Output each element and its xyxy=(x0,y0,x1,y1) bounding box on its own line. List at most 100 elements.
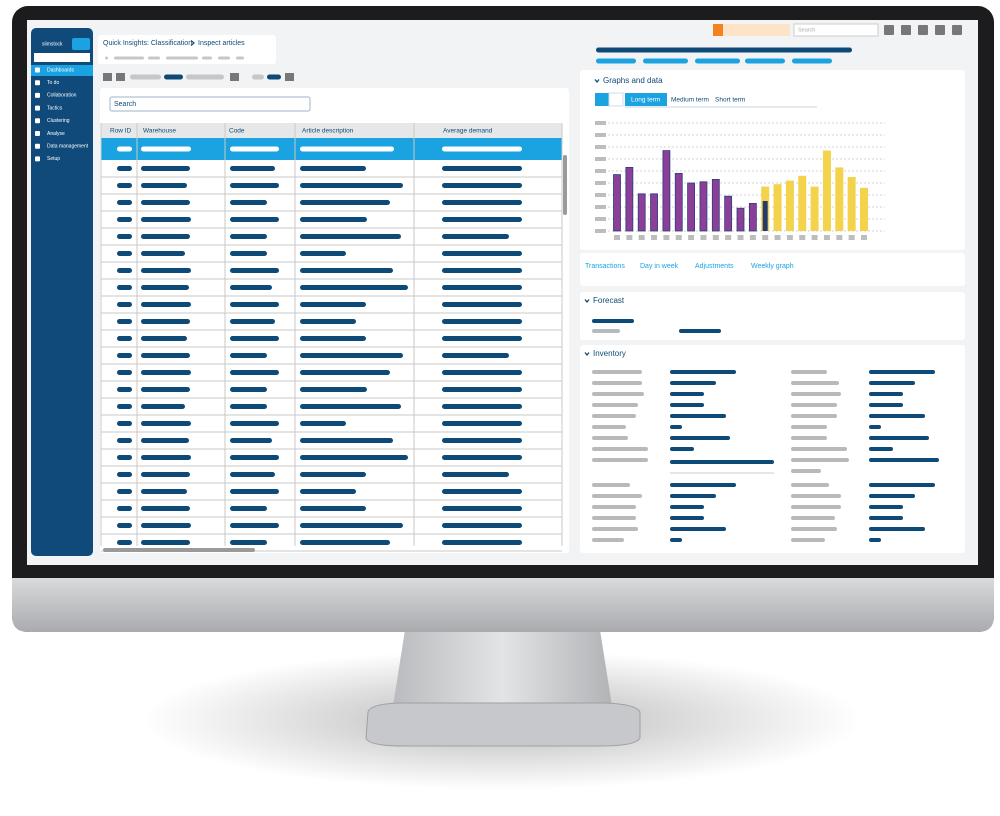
chin xyxy=(12,578,994,632)
placeholder xyxy=(141,319,190,324)
tool-button[interactable] xyxy=(230,73,239,81)
table-header xyxy=(101,123,562,138)
placeholder xyxy=(300,183,403,188)
column-header[interactable]: Article description xyxy=(302,128,354,135)
forecast-title[interactable]: Forecast xyxy=(593,296,625,305)
graphs-title: Graphs and data xyxy=(603,76,663,85)
tool-button[interactable] xyxy=(285,73,294,81)
tool-button[interactable] xyxy=(103,73,112,81)
placeholder xyxy=(300,251,346,256)
header-icon[interactable] xyxy=(952,25,962,35)
bar xyxy=(736,207,745,232)
placeholder xyxy=(300,285,408,290)
header-icon[interactable] xyxy=(935,25,945,35)
menu-icon xyxy=(35,156,40,162)
link[interactable]: Day in week xyxy=(640,263,679,270)
placeholder xyxy=(442,455,522,460)
top-search[interactable] xyxy=(793,23,879,37)
placeholder xyxy=(117,370,132,375)
placeholder xyxy=(791,436,827,440)
link[interactable]: Adjustments xyxy=(695,263,734,270)
placeholder xyxy=(592,319,634,323)
placeholder xyxy=(442,472,509,477)
column-header[interactable]: Warehouse xyxy=(143,128,176,135)
column-header[interactable]: Row ID xyxy=(110,128,132,135)
placeholder xyxy=(869,458,939,462)
bar xyxy=(613,174,621,232)
menu-item[interactable]: Collaboration xyxy=(47,93,77,99)
placeholder xyxy=(442,200,522,205)
bar xyxy=(860,187,868,231)
menu-item[interactable]: Dashboards xyxy=(47,67,74,73)
placeholder xyxy=(300,302,366,307)
view-toggle[interactable] xyxy=(595,93,609,106)
placeholder xyxy=(141,472,190,477)
placeholder xyxy=(869,436,929,440)
alert-icon[interactable] xyxy=(713,24,723,36)
menu-item[interactable]: Tactics xyxy=(47,105,63,111)
tab[interactable]: Long term xyxy=(631,97,660,104)
placeholder xyxy=(592,458,648,462)
menu-item[interactable]: To do xyxy=(47,80,59,86)
sidebar-search[interactable] xyxy=(34,53,90,62)
menu-item[interactable]: Data management xyxy=(47,144,89,150)
placeholder xyxy=(300,370,390,375)
placeholder xyxy=(300,146,394,152)
menu-item[interactable]: Setup xyxy=(47,156,60,162)
placeholder xyxy=(117,540,132,545)
placeholder xyxy=(300,166,366,171)
placeholder xyxy=(230,489,279,494)
placeholder xyxy=(300,506,366,511)
x-tick-block xyxy=(861,235,867,240)
table-search[interactable] xyxy=(109,96,311,112)
link[interactable]: Weekly graph xyxy=(751,263,794,270)
x-tick-block xyxy=(786,235,793,240)
y-tick-block xyxy=(595,205,606,209)
column-header[interactable]: Average demand xyxy=(443,128,493,135)
v-scrollbar[interactable] xyxy=(563,155,567,215)
placeholder xyxy=(592,436,628,440)
tool-button[interactable] xyxy=(116,73,125,81)
placeholder xyxy=(670,403,704,407)
h-scrollbar[interactable] xyxy=(103,548,255,552)
placeholder xyxy=(230,523,279,528)
placeholder xyxy=(442,421,522,426)
bar xyxy=(662,150,671,232)
tab[interactable]: Medium term xyxy=(671,97,709,104)
bar xyxy=(724,195,733,232)
placeholder xyxy=(592,403,638,407)
placeholder xyxy=(141,302,191,307)
menu-item[interactable]: Analyse xyxy=(47,131,65,137)
column-header[interactable]: Code xyxy=(229,128,245,135)
header-icon[interactable] xyxy=(884,25,894,35)
x-tick-block xyxy=(725,235,732,240)
placeholder xyxy=(791,458,849,462)
placeholder xyxy=(670,370,736,374)
inventory-title[interactable]: Inventory xyxy=(593,349,626,358)
tab[interactable]: Short term xyxy=(715,97,745,104)
placeholder xyxy=(117,319,132,324)
placeholder xyxy=(791,494,841,498)
placeholder xyxy=(442,217,522,222)
placeholder xyxy=(442,183,522,188)
placeholder xyxy=(791,538,825,542)
x-tick-block xyxy=(848,235,855,240)
placeholder xyxy=(670,381,716,385)
placeholder xyxy=(230,421,279,426)
link[interactable]: Transactions xyxy=(585,263,625,270)
placeholder xyxy=(117,506,132,511)
breadcrumb-section[interactable]: Quick Insights: Classification xyxy=(103,40,192,47)
placeholder xyxy=(186,74,224,80)
placeholder xyxy=(141,234,190,239)
header-icon[interactable] xyxy=(918,25,928,35)
menu-icon xyxy=(35,67,40,73)
placeholder xyxy=(117,387,132,392)
x-tick-block xyxy=(799,235,806,240)
placeholder xyxy=(695,58,740,64)
view-toggle[interactable] xyxy=(608,92,624,107)
logo: slimstock xyxy=(42,41,63,47)
menu-item[interactable]: Clustering xyxy=(47,118,70,124)
placeholder xyxy=(300,523,403,528)
placeholder xyxy=(442,336,522,341)
header-icon[interactable] xyxy=(901,25,911,35)
